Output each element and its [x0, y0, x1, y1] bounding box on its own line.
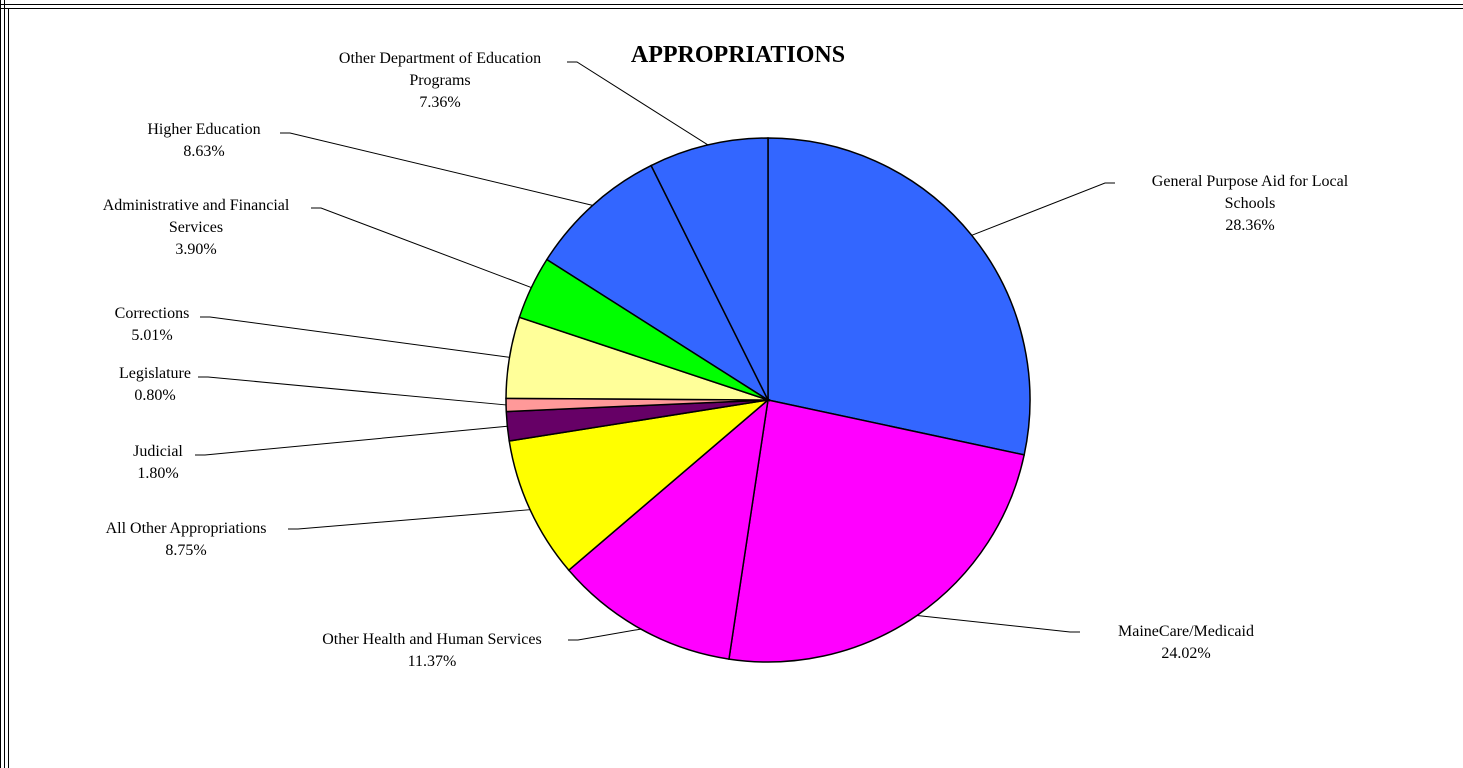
slice-name-label: Other Health and Human Services	[322, 631, 541, 648]
slice-percent-label: 11.37%	[408, 653, 457, 670]
leader-line	[311, 207, 532, 289]
slice-percent-label: 7.36%	[419, 94, 460, 111]
chart-area-top-border	[0, 8, 1463, 9]
slice-name-label: Services	[169, 219, 223, 236]
slice-name-label: Programs	[409, 72, 470, 89]
slice-percent-label: 0.80%	[134, 387, 175, 404]
slice-name-label: Legislature	[119, 365, 191, 382]
slice-percent-label: 3.90%	[175, 241, 216, 258]
leader-line	[971, 182, 1115, 236]
leader-line	[567, 61, 709, 146]
slice-percent-label: 28.36%	[1225, 217, 1274, 234]
slice-percent-label: 8.75%	[165, 542, 206, 559]
pie-slice	[767, 137, 1031, 456]
frame-left-border	[0, 0, 1, 768]
slice-name-label: All Other Appropriations	[106, 520, 267, 537]
pie-slice	[545, 164, 770, 403]
slice-percent-label: 5.01%	[131, 327, 172, 344]
slice-name-label: Other Department of Education	[339, 50, 541, 67]
slice-percent-label: 1.80%	[137, 465, 178, 482]
chart-title: APPROPRIATIONS	[631, 42, 845, 68]
slice-percent-label: 8.63%	[183, 143, 224, 160]
leader-line	[200, 316, 510, 358]
pie-slice	[728, 399, 1026, 663]
leader-line	[198, 376, 507, 406]
leader-line	[916, 614, 1080, 633]
frame-top-border	[0, 0, 1463, 5]
leader-line	[195, 425, 508, 456]
chart-area-left-border	[8, 8, 9, 768]
slice-name-label: Administrative and Financial	[103, 197, 290, 214]
pie-slice	[650, 137, 769, 401]
slice-name-label: Higher Education	[147, 121, 260, 138]
slice-labels: General Purpose Aid for Local Schools 28.3…	[103, 50, 1349, 670]
leader-lines	[195, 61, 1115, 641]
slice-name-label: Corrections	[115, 305, 190, 322]
pie-slices	[505, 137, 1031, 663]
slice-name-label: Judicial	[133, 443, 183, 460]
frame-left-border-inner	[4, 0, 5, 768]
leader-line	[280, 132, 593, 206]
pie-slice	[508, 398, 771, 572]
slice-percent-label: 24.02%	[1161, 645, 1210, 662]
leader-line	[288, 509, 531, 530]
slice-name-label: MaineCare/Medicaid	[1118, 623, 1254, 640]
leader-line	[568, 628, 641, 641]
slice-name-label: Schools	[1225, 195, 1276, 212]
slice-name-label: General Purpose Aid for Local	[1152, 173, 1349, 190]
